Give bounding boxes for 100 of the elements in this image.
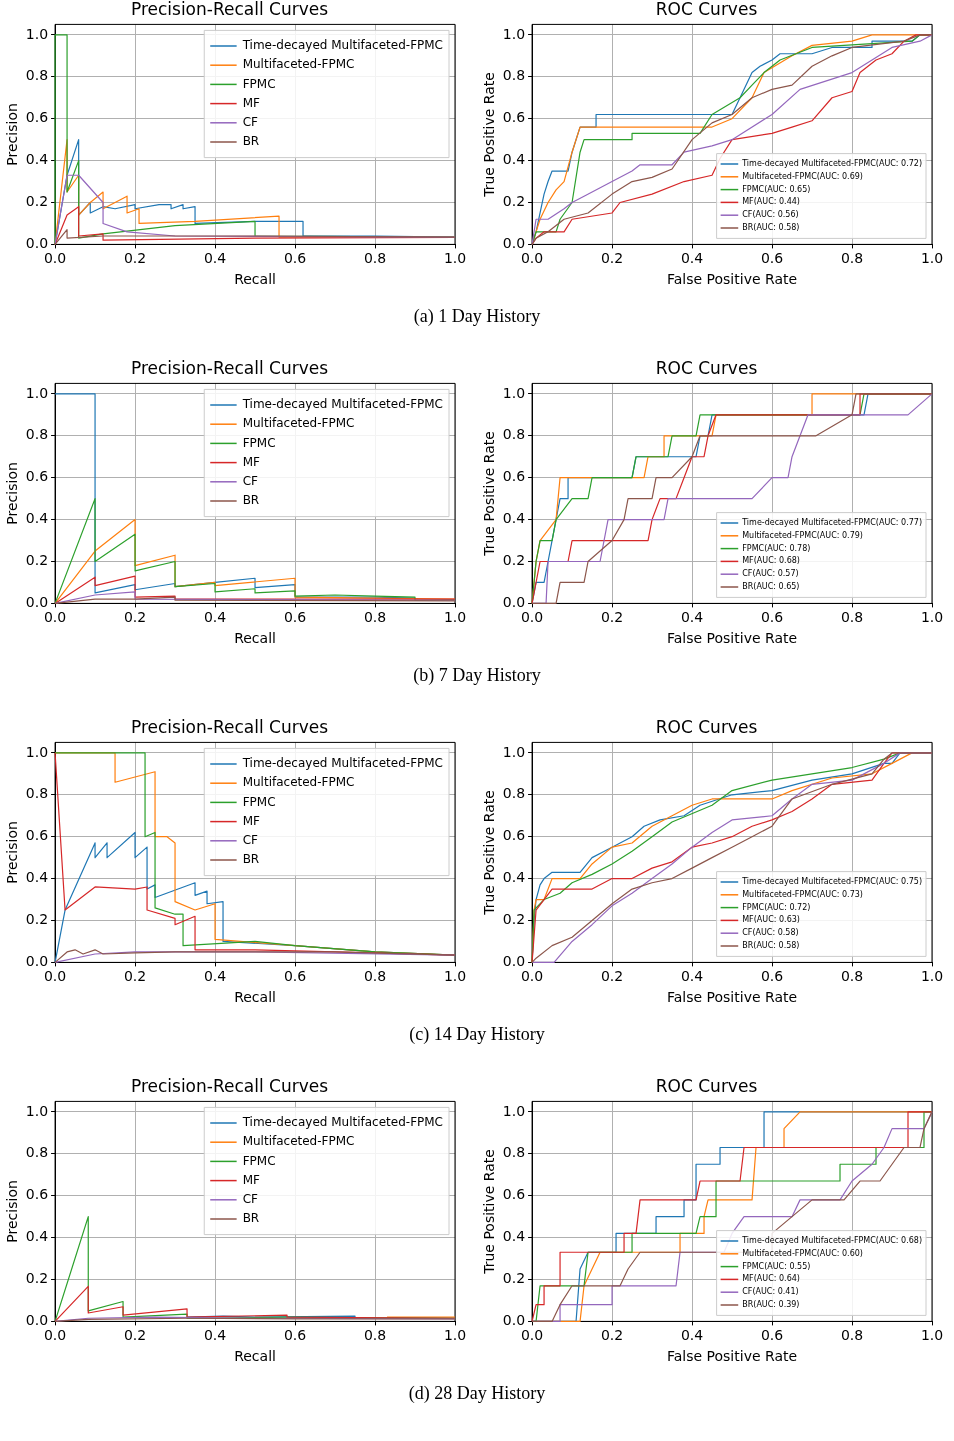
x-tick-label: 0.2: [600, 1327, 624, 1344]
y-tick-label: 0.6: [25, 468, 49, 485]
y-tick-label: 0.0: [25, 1312, 49, 1329]
x-axis-title: False Positive Rate: [666, 271, 798, 288]
y-tick-label: 0.4: [25, 151, 49, 168]
chart-title: Precision-Recall Curves: [130, 716, 329, 737]
legend-label: FPMC: [242, 76, 276, 91]
y-tick-label: 1.0: [25, 384, 49, 401]
chart-title: Precision-Recall Curves: [130, 1075, 329, 1096]
y-tick-label: 0.0: [502, 594, 526, 611]
x-tick-label: 0.0: [43, 968, 67, 985]
legend-label: MF(AUC: 0.44): [742, 197, 800, 207]
y-tick-label: 0.8: [25, 426, 49, 443]
legend-label: MF: [242, 95, 260, 110]
legend-label: Multifaceted-FPMC(AUC: 0.73): [742, 889, 863, 899]
y-tick-label: 0.6: [25, 1186, 49, 1203]
legend-label: FPMC(AUC: 0.65): [742, 184, 811, 194]
x-axis-title: False Positive Rate: [666, 630, 798, 647]
x-tick-label: 1.0: [920, 1327, 944, 1344]
legend-label: Multifaceted-FPMC(AUC: 0.60): [742, 1248, 863, 1258]
y-tick-label: 0.4: [502, 151, 526, 168]
x-tick-label: 0.4: [203, 1327, 227, 1344]
legend-label: Time-decayed Multifaceted-FPMC: [241, 38, 444, 53]
x-tick-label: 0.0: [43, 250, 67, 267]
y-tick-label: 0.4: [25, 1228, 49, 1245]
y-axis-title: Precision: [4, 821, 21, 884]
x-tick-label: 0.6: [760, 250, 784, 267]
legend-label: MF(AUC: 0.64): [742, 1274, 800, 1284]
y-axis-title: True Positive Rate: [481, 72, 498, 198]
x-tick-label: 0.4: [680, 1327, 704, 1344]
y-tick-label: 0.8: [25, 785, 49, 802]
x-tick-label: 0.6: [760, 1327, 784, 1344]
x-axis-title: Recall: [234, 630, 276, 647]
x-tick-label: 0.8: [840, 250, 864, 267]
y-tick-label: 1.0: [502, 743, 526, 760]
y-tick-label: 1.0: [25, 1102, 49, 1119]
x-tick-label: 1.0: [443, 250, 467, 267]
legend-label: MF: [242, 1172, 260, 1187]
y-tick-label: 0.8: [25, 1144, 49, 1161]
y-tick-label: 0.0: [502, 235, 526, 252]
legend-label: CF(AUC: 0.57): [742, 569, 799, 579]
legend-label: CF: [242, 1191, 259, 1206]
legend-label: Time-decayed Multifaceted-FPMC: [241, 1115, 444, 1130]
x-tick-label: 0.2: [123, 968, 147, 985]
y-tick-label: 0.0: [25, 235, 49, 252]
y-tick-label: 0.0: [25, 594, 49, 611]
x-tick-label: 0.4: [203, 968, 227, 985]
y-tick-label: 0.2: [25, 193, 49, 210]
x-tick-label: 1.0: [920, 250, 944, 267]
legend-label: CF: [242, 832, 259, 847]
x-tick-label: 0.4: [680, 250, 704, 267]
y-tick-label: 1.0: [502, 384, 526, 401]
x-tick-label: 1.0: [443, 1327, 467, 1344]
y-tick-label: 0.6: [25, 827, 49, 844]
y-tick-label: 0.8: [502, 426, 526, 443]
y-tick-label: 0.8: [502, 1144, 526, 1161]
x-tick-label: 0.0: [520, 250, 544, 267]
x-tick-label: 0.6: [283, 250, 307, 267]
legend-label: Time-decayed Multifaceted-FPMC(AUC: 0.68): [741, 1236, 922, 1246]
y-tick-label: 0.4: [25, 510, 49, 527]
y-tick-label: 0.2: [502, 1270, 526, 1287]
y-tick-label: 0.2: [502, 193, 526, 210]
y-axis-title: Precision: [4, 462, 21, 525]
legend-label: Multifaceted-FPMC: [242, 1134, 355, 1149]
y-tick-label: 0.4: [502, 510, 526, 527]
legend-label: FPMC: [242, 435, 276, 450]
x-axis-title: False Positive Rate: [666, 1348, 798, 1365]
legend-label: Multifaceted-FPMC: [242, 57, 355, 72]
y-tick-label: 0.2: [25, 911, 49, 928]
y-tick-label: 0.6: [502, 827, 526, 844]
x-tick-label: 0.0: [43, 1327, 67, 1344]
legend-label: Multifaceted-FPMC: [242, 416, 355, 431]
legend-label: Time-decayed Multifaceted-FPMC: [241, 397, 444, 412]
legend-label: Time-decayed Multifaceted-FPMC(AUC: 0.72): [741, 159, 922, 169]
x-tick-label: 0.6: [283, 1327, 307, 1344]
x-axis-title: False Positive Rate: [666, 989, 798, 1006]
y-tick-label: 0.0: [25, 953, 49, 970]
y-tick-label: 1.0: [502, 1102, 526, 1119]
x-tick-label: 0.2: [123, 250, 147, 267]
x-axis-title: Recall: [234, 1348, 276, 1365]
y-axis-title: True Positive Rate: [481, 790, 498, 916]
legend-label: FPMC(AUC: 0.55): [742, 1261, 811, 1271]
legend-label: BR(AUC: 0.65): [742, 582, 800, 592]
x-tick-label: 0.6: [760, 609, 784, 626]
x-tick-label: 1.0: [443, 609, 467, 626]
y-tick-label: 0.8: [25, 67, 49, 84]
legend-label: MF: [242, 454, 260, 469]
x-tick-label: 0.4: [680, 968, 704, 985]
x-tick-label: 0.4: [203, 250, 227, 267]
text: (d) 28 Day History: [407, 1382, 547, 1405]
x-tick-label: 0.0: [520, 968, 544, 985]
y-tick-label: 0.6: [502, 468, 526, 485]
x-tick-label: 0.4: [203, 609, 227, 626]
x-tick-label: 1.0: [920, 609, 944, 626]
x-tick-label: 0.8: [840, 1327, 864, 1344]
legend-label: CF: [242, 114, 259, 129]
x-tick-label: 0.6: [760, 968, 784, 985]
legend-label: BR: [242, 493, 260, 508]
legend-label: MF: [242, 813, 260, 828]
chart-title: Precision-Recall Curves: [130, 0, 329, 19]
